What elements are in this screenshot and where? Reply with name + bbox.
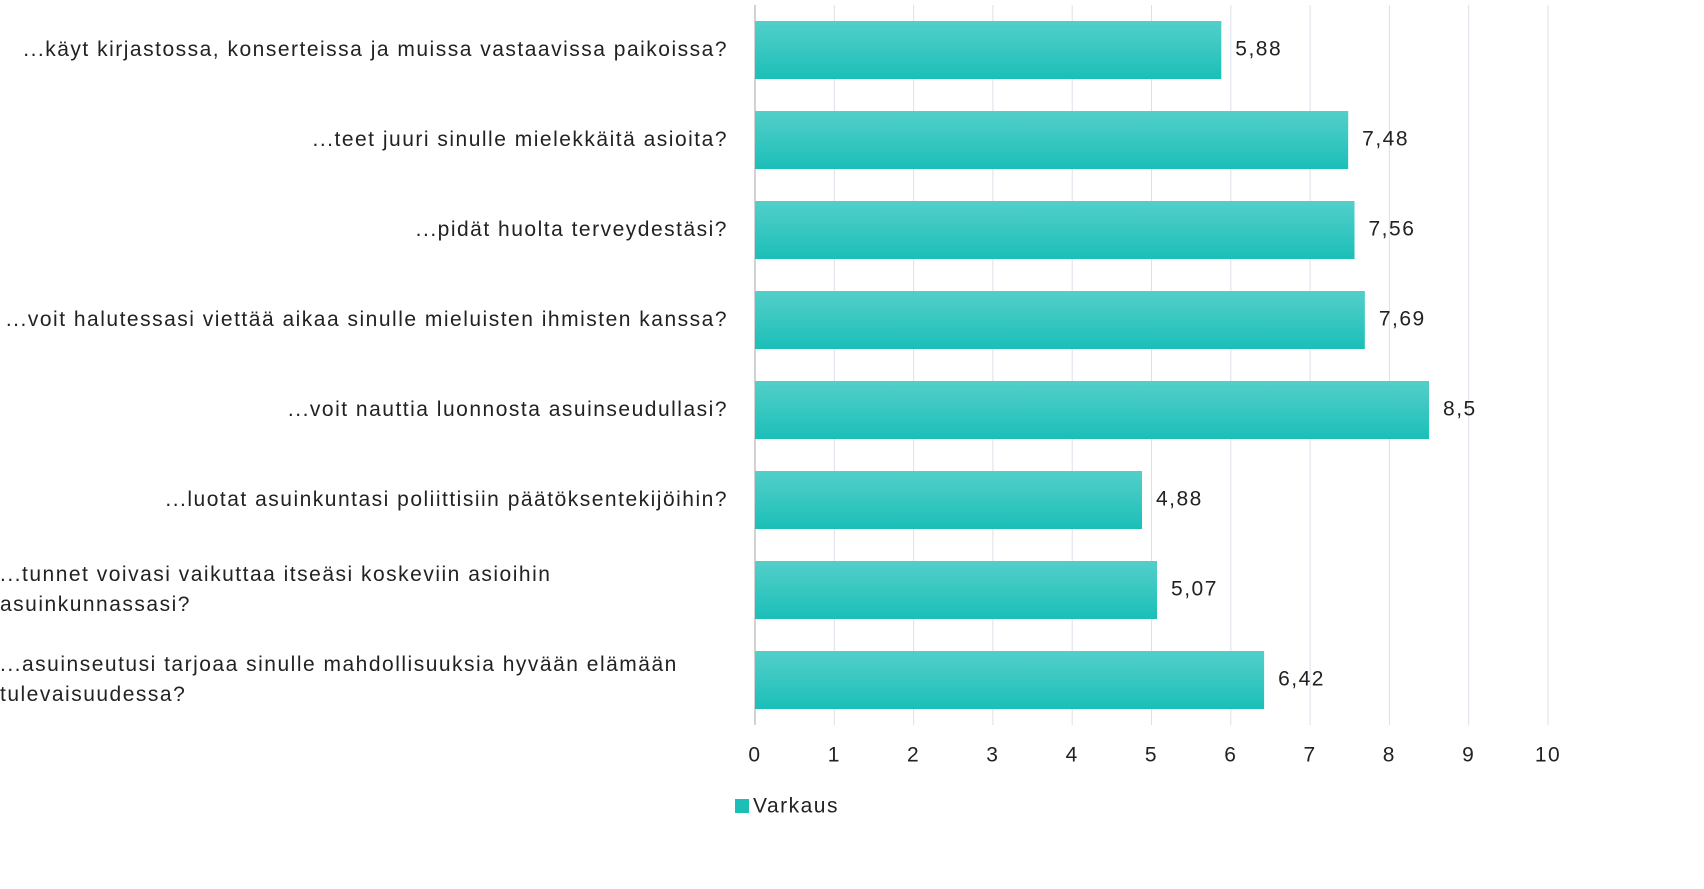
category-text: ...voit nauttia luonnosta asuinseudullas… (287, 398, 728, 421)
x-tick-label: 6 (1224, 744, 1237, 767)
bar-highlight (755, 381, 1430, 439)
y-tick-label: ...pidät huolta terveydestäsi? (0, 215, 728, 245)
y-tick-label: ...luotat asuinkuntasi poliittisiin päät… (0, 485, 728, 515)
y-tick-label: ...voit halutessasi viettää aikaa sinull… (0, 305, 728, 335)
x-tick-label: 4 (1066, 744, 1079, 767)
category-text: ...voit halutessasi viettää aikaa sinull… (5, 308, 728, 331)
category-text: ...käyt kirjastossa, konserteissa ja mui… (23, 38, 728, 61)
x-tick-label: 2 (907, 744, 920, 767)
x-tick-label: 1 (828, 744, 841, 767)
y-tick-label: ...tunnet voivasi vaikuttaa itseäsi kosk… (0, 560, 728, 620)
y-tick-label: ...voit nauttia luonnosta asuinseudullas… (0, 395, 728, 425)
bar-highlight (755, 291, 1365, 349)
bar-highlight (755, 561, 1158, 619)
bar-highlight (755, 21, 1222, 79)
legend-label: Varkaus (753, 795, 839, 818)
data-label: 5,07 (1171, 578, 1218, 601)
x-tick-label: 5 (1145, 744, 1158, 767)
data-label: 7,69 (1379, 308, 1426, 331)
y-tick-label: ...asuinseutusi tarjoaa sinulle mahdolli… (0, 650, 728, 710)
data-label: 7,56 (1369, 218, 1416, 241)
data-label: 7,48 (1362, 128, 1409, 151)
x-tick-label: 3 (986, 744, 999, 767)
data-label: 4,88 (1156, 488, 1203, 511)
y-tick-label: ...käyt kirjastossa, konserteissa ja mui… (0, 35, 728, 65)
category-text: ...luotat asuinkuntasi poliittisiin päät… (165, 488, 728, 511)
bar-highlight (755, 471, 1142, 529)
data-label: 5,88 (1235, 38, 1282, 61)
x-tick-label: 9 (1462, 744, 1475, 767)
data-label: 8,5 (1443, 398, 1477, 421)
category-text: ...tunnet voivasi vaikuttaa itseäsi kosk… (0, 563, 552, 616)
x-tick-label: 10 (1535, 744, 1561, 767)
bar-highlight (755, 201, 1355, 259)
data-label: 6,42 (1278, 668, 1325, 691)
bar-highlight (755, 111, 1349, 169)
x-tick-label: 0 (748, 744, 761, 767)
y-tick-label: ...teet juuri sinulle mielekkäitä asioit… (0, 125, 728, 155)
category-text: ...pidät huolta terveydestäsi? (415, 218, 728, 241)
category-text: ...teet juuri sinulle mielekkäitä asioit… (312, 128, 728, 151)
category-text: ...asuinseutusi tarjoaa sinulle mahdolli… (0, 653, 678, 706)
x-tick-label: 8 (1383, 744, 1396, 767)
bar-highlight (755, 651, 1265, 709)
x-tick-label: 7 (1304, 744, 1317, 767)
legend-swatch (735, 799, 749, 813)
